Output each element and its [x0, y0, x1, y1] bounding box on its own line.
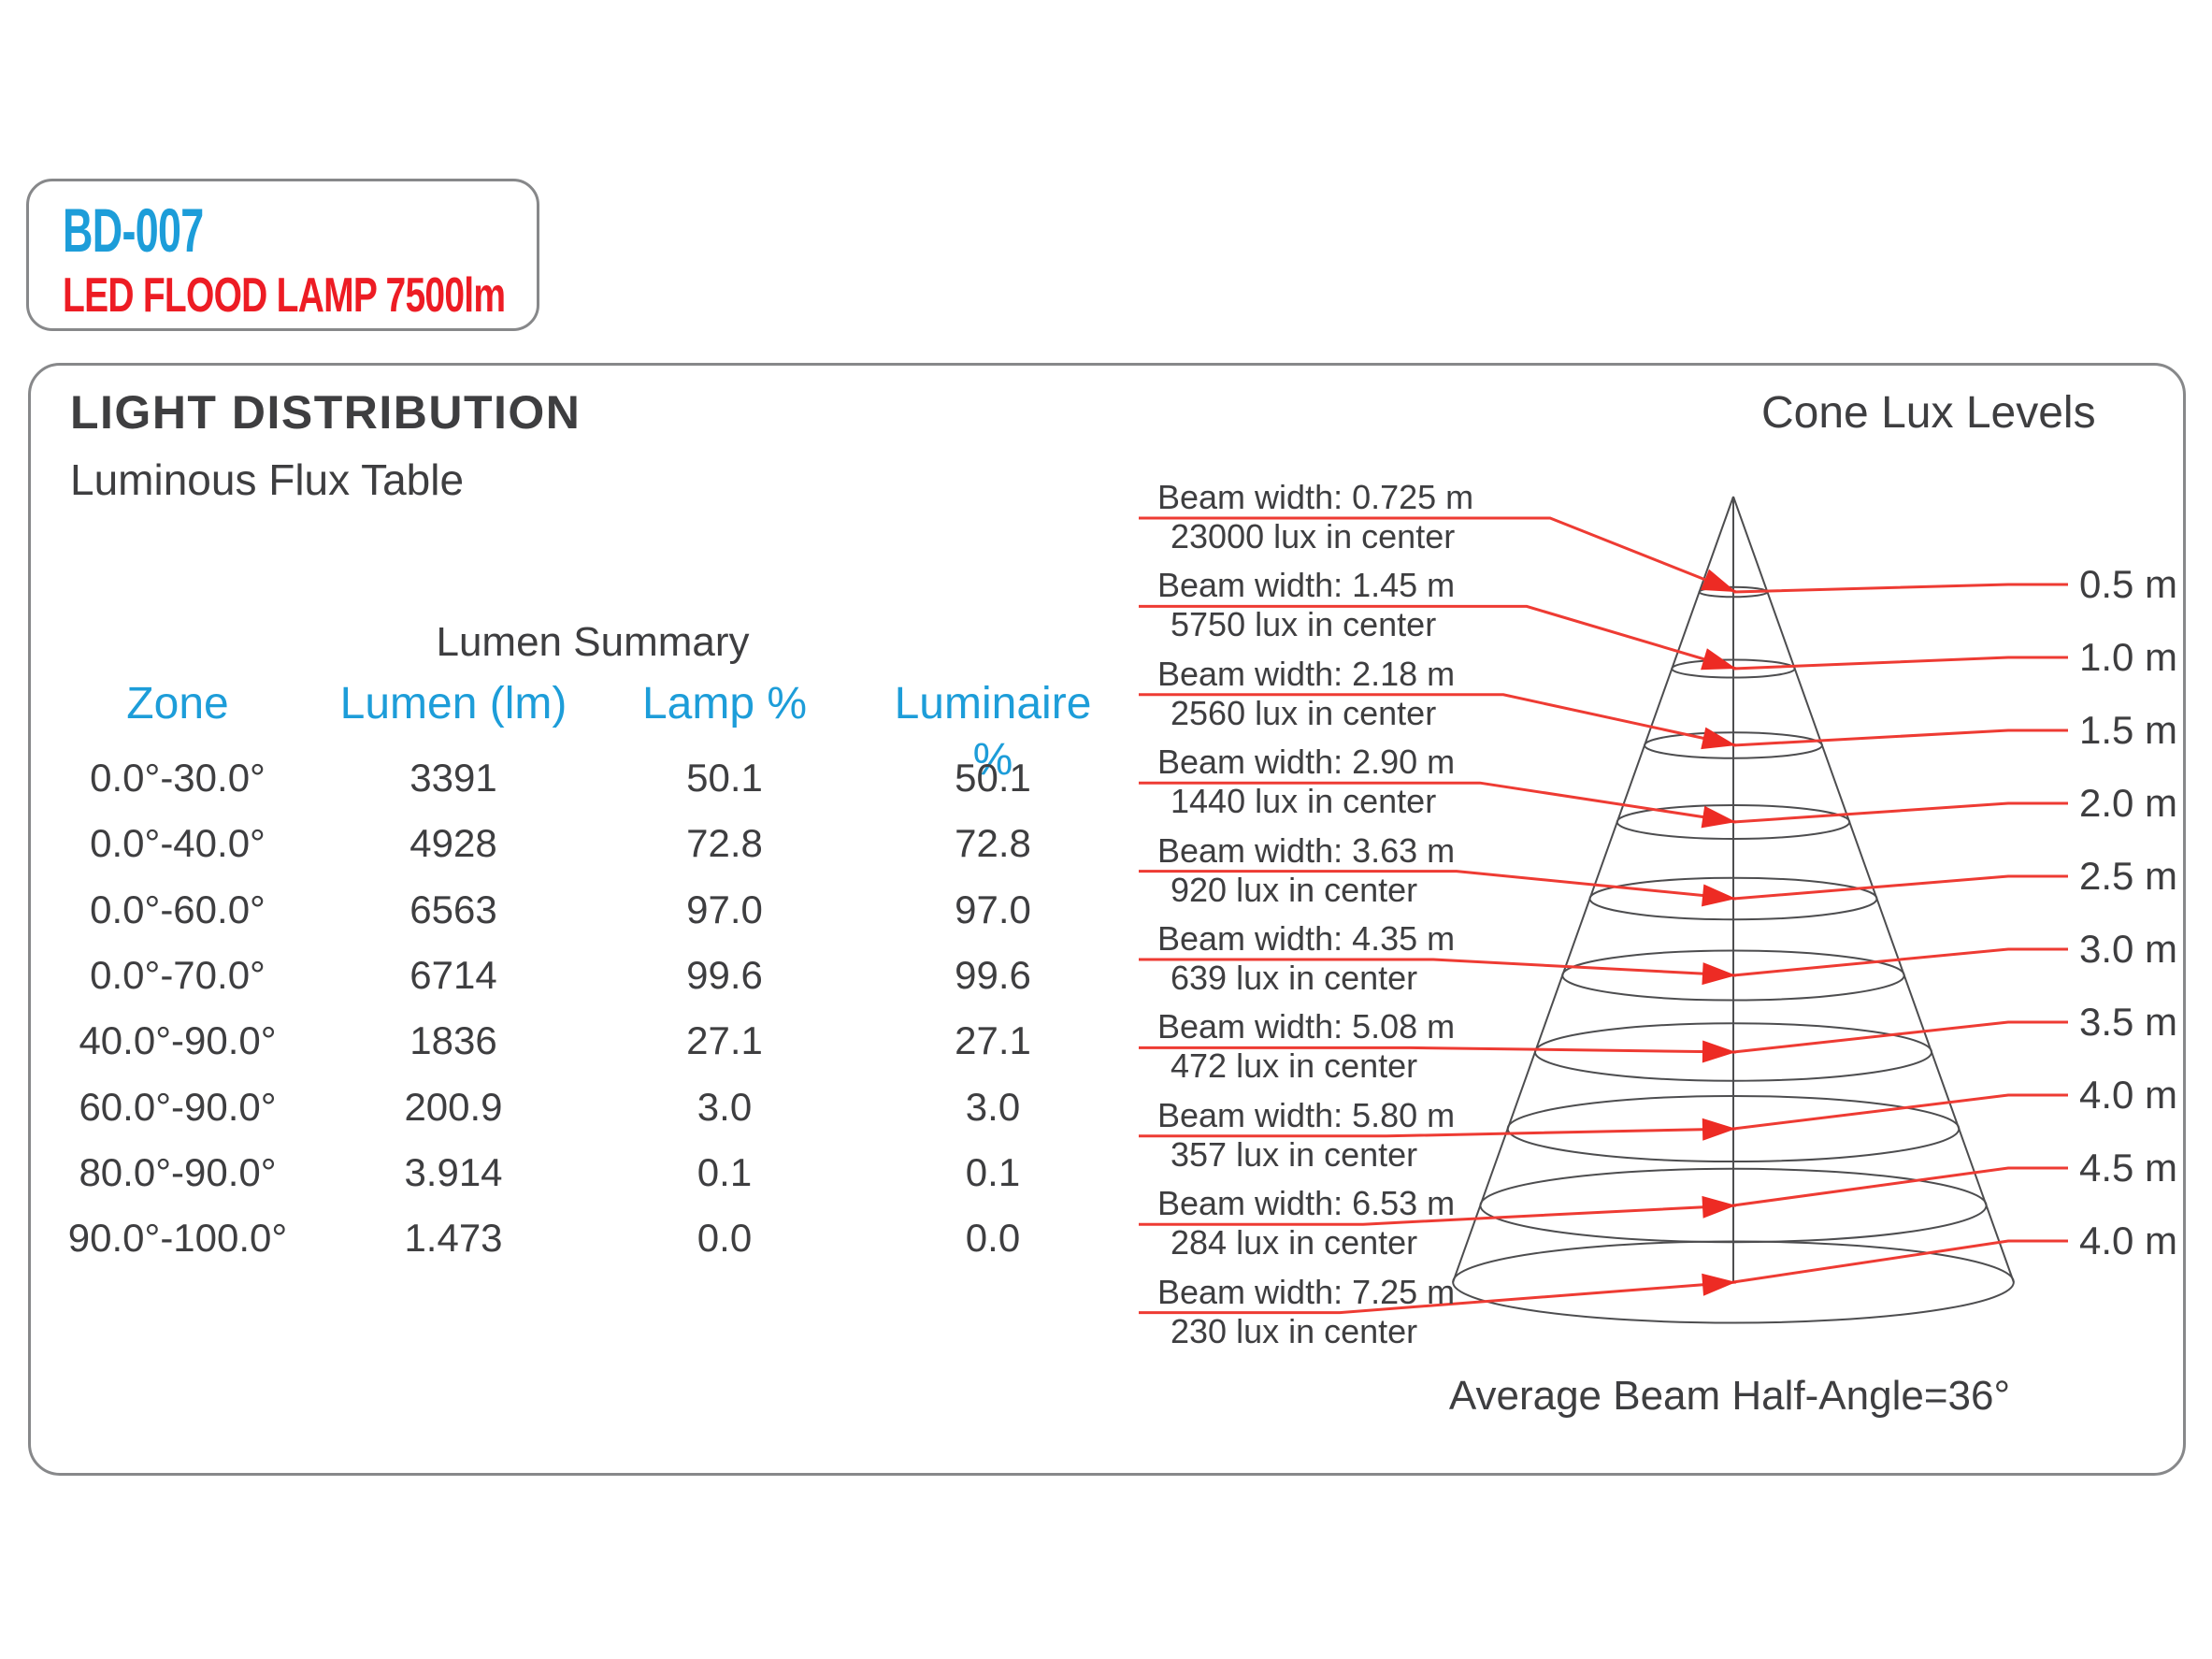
beam-width-label: Beam width: 7.25 m: [1157, 1272, 1456, 1311]
column-header-luminaire-pct: Luminaire %: [894, 679, 1092, 785]
beam-width-annotation: Beam width: 3.63 m 920 lux in center: [1157, 831, 1737, 910]
lumen-cell: 6714: [409, 952, 497, 997]
distance-label: 4.0 m: [2079, 1219, 2178, 1262]
column-header-zone: Zone: [126, 679, 229, 729]
distance-label: 4.0 m: [2079, 1073, 2178, 1117]
cone-section-title: Cone Lux Levels: [1761, 388, 2096, 438]
distance-label: 0.5 m: [2079, 562, 2178, 606]
lumen-cell: 4928: [409, 821, 497, 866]
zone-cell: 80.0°-90.0°: [79, 1149, 277, 1194]
luminaire-pct-cell: 97.0: [955, 887, 1031, 931]
beam-width-label: Beam width: 3.63 m: [1157, 830, 1456, 870]
table-header-row: Zone Lumen (lm) Lamp % Luminaire %: [28, 676, 1116, 785]
lux-in-center-label: 284 lux in center: [1171, 1223, 1418, 1262]
beam-width-label: Beam width: 6.53 m: [1157, 1184, 1456, 1223]
luminaire-pct-cell: 0.1: [965, 1149, 1021, 1194]
beam-width-annotation: Beam width: 5.80 m 357 lux in center: [1157, 1096, 1737, 1175]
table-row: 90.0°-100.0° 1.473 0.0 0.0: [28, 1205, 1116, 1271]
section-subtitle: Luminous Flux Table: [70, 455, 465, 504]
beam-width-label: Beam width: 0.725 m: [1157, 478, 1474, 516]
distance-label: 1.0 m: [2079, 635, 2178, 679]
lux-in-center-label: 639 lux in center: [1171, 959, 1418, 997]
product-model: BD-007: [63, 195, 204, 265]
zone-cell: 0.0°-30.0°: [90, 756, 266, 800]
lamp-pct-cell: 72.8: [686, 821, 763, 866]
lux-in-center-label: 357 lux in center: [1171, 1134, 1418, 1174]
lamp-pct-cell: 27.1: [686, 1018, 763, 1063]
zone-cell: 90.0°-100.0°: [67, 1216, 288, 1261]
table-row: 80.0°-90.0° 3.914 0.1 0.1: [28, 1140, 1116, 1205]
beam-width-label: Beam width: 4.35 m: [1157, 919, 1456, 958]
lumen-cell: 1836: [409, 1018, 497, 1063]
beam-width-label: Beam width: 1.45 m: [1157, 566, 1456, 605]
beam-width-annotation: Beam width: 7.25 m 230 lux in center: [1157, 1273, 1737, 1351]
luminaire-pct-cell: 72.8: [955, 821, 1031, 866]
lumen-cell: 6563: [409, 887, 497, 931]
lux-in-center-label: 472 lux in center: [1171, 1046, 1418, 1086]
table-row: 60.0°-90.0° 200.9 3.0 3.0: [28, 1075, 1116, 1140]
beam-width-label: Beam width: 5.08 m: [1157, 1007, 1456, 1046]
luminaire-pct-cell: 50.1: [955, 756, 1031, 800]
beam-width-label: Beam width: 2.90 m: [1157, 743, 1456, 782]
lux-in-center-label: 920 lux in center: [1171, 870, 1418, 909]
beam-width-label: Beam width: 2.18 m: [1157, 654, 1456, 693]
lamp-pct-cell: 99.6: [686, 952, 763, 997]
lumen-cell: 3.914: [404, 1149, 503, 1194]
product-badge: BD-007 LED FLOOD LAMP 7500lm: [26, 179, 539, 331]
lux-in-center-label: 23000 lux in center: [1171, 517, 1456, 555]
lumen-summary-title: Lumen Summary: [436, 619, 750, 665]
table-row: 0.0°-60.0° 6563 97.0 97.0: [28, 877, 1116, 943]
lamp-pct-cell: 50.1: [686, 756, 763, 800]
lamp-pct-cell: 0.1: [697, 1149, 753, 1194]
distance-label: 1.5 m: [2079, 708, 2178, 752]
beam-width-annotation: Beam width: 4.35 m 639 lux in center: [1157, 919, 1737, 998]
section-title: LIGHT DISTRIBUTION: [70, 386, 582, 439]
lux-in-center-label: 1440 lux in center: [1171, 782, 1437, 821]
average-beam-half-angle-note: Average Beam Half-Angle=36°: [1448, 1373, 2011, 1419]
beam-width-annotation: Beam width: 1.45 m 5750 lux in center: [1157, 566, 1737, 644]
column-header-lumen: Lumen (lm): [339, 679, 567, 729]
product-description: LED FLOOD LAMP 7500lm: [63, 268, 506, 323]
lux-in-center-label: 230 lux in center: [1171, 1311, 1418, 1350]
distance-label: 3.5 m: [2079, 1000, 2178, 1044]
distance-label: 2.5 m: [2079, 854, 2178, 898]
lamp-pct-cell: 0.0: [697, 1216, 753, 1261]
luminaire-pct-cell: 3.0: [965, 1084, 1021, 1129]
lamp-pct-cell: 97.0: [686, 887, 763, 931]
lumen-cell: 3391: [409, 756, 497, 800]
beam-width-annotation: Beam width: 5.08 m 472 lux in center: [1157, 1007, 1737, 1086]
distance-label: 2.0 m: [2079, 781, 2178, 825]
beam-width-annotation: Beam width: 0.725 m 23000 lux in center: [1157, 478, 1737, 556]
zone-cell: 0.0°-70.0°: [90, 952, 266, 997]
beam-width-annotation: Beam width: 2.90 m 1440 lux in center: [1157, 743, 1737, 821]
zone-cell: 0.0°-60.0°: [90, 887, 266, 931]
beam-width-annotation: Beam width: 6.53 m 284 lux in center: [1157, 1184, 1737, 1262]
beam-width-annotation: Beam width: 2.18 m 2560 lux in center: [1157, 655, 1737, 733]
lux-in-center-label: 2560 lux in center: [1171, 693, 1437, 732]
zone-cell: 60.0°-90.0°: [79, 1084, 277, 1129]
zone-cell: 40.0°-90.0°: [79, 1018, 277, 1063]
lumen-cell: 1.473: [404, 1216, 503, 1261]
table-row: 0.0°-30.0° 3391 50.1 50.1: [28, 745, 1116, 811]
luminaire-pct-cell: 99.6: [955, 952, 1031, 997]
lumen-cell: 200.9: [404, 1084, 503, 1129]
table-row: 40.0°-90.0° 1836 27.1 27.1: [28, 1008, 1116, 1074]
distance-label: 4.5 m: [2079, 1146, 2178, 1190]
luminaire-pct-cell: 27.1: [955, 1018, 1031, 1063]
beam-width-label: Beam width: 5.80 m: [1157, 1095, 1456, 1134]
luminaire-pct-cell: 0.0: [965, 1216, 1021, 1261]
distance-label: 3.0 m: [2079, 927, 2178, 971]
lamp-pct-cell: 3.0: [697, 1084, 753, 1129]
table-row: 0.0°-70.0° 6714 99.6 99.6: [28, 943, 1116, 1008]
table-row: 0.0°-40.0° 4928 72.8 72.8: [28, 811, 1116, 876]
zone-cell: 0.0°-40.0°: [90, 821, 266, 866]
column-header-lamp-pct: Lamp %: [641, 679, 808, 729]
lux-in-center-label: 5750 lux in center: [1171, 605, 1437, 644]
